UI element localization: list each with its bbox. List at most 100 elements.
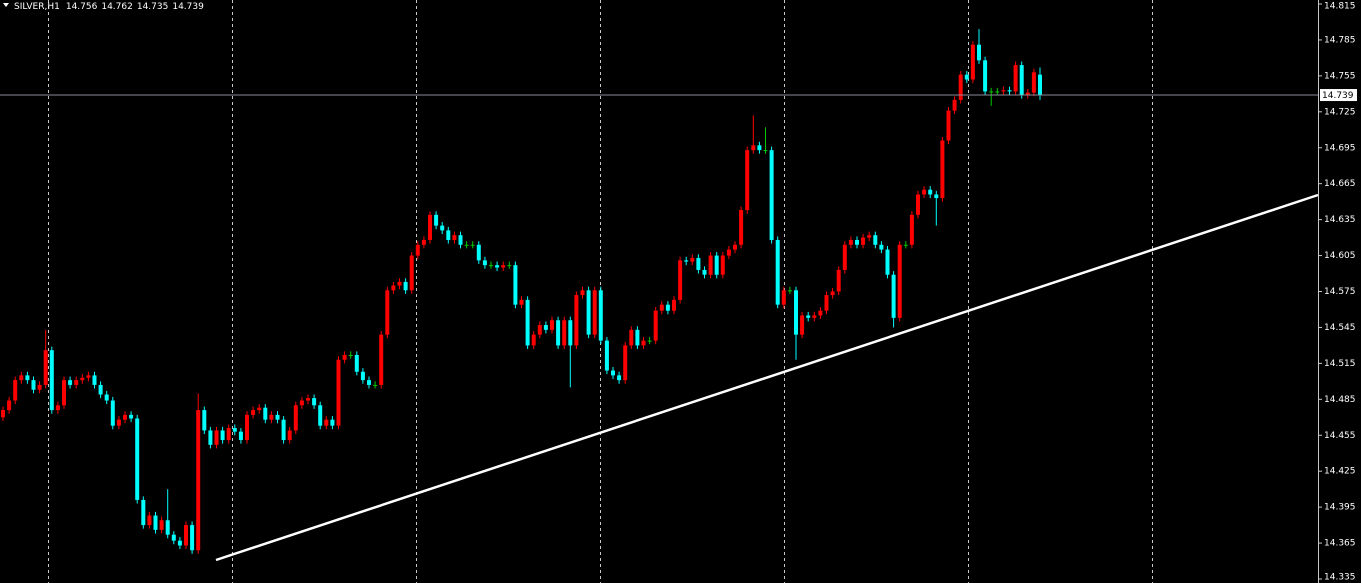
candle-body — [934, 194, 939, 199]
header-icon — [3, 3, 9, 7]
y-tick-label: 14.365 — [1324, 539, 1356, 549]
candle-body — [684, 260, 689, 262]
y-tick-label: 14.425 — [1324, 467, 1356, 477]
candle-body — [489, 265, 493, 267]
candle-body — [812, 315, 817, 318]
candle-body — [98, 384, 103, 395]
candle-body — [421, 239, 426, 245]
candle-body — [123, 414, 127, 420]
y-tick-label: 14.665 — [1324, 179, 1356, 189]
candle-body — [31, 380, 36, 390]
candle-body — [867, 235, 872, 238]
candle-body — [147, 515, 152, 526]
candle-body — [55, 405, 60, 411]
candle-body — [537, 325, 542, 335]
candle-body — [672, 299, 676, 311]
candle-body — [74, 380, 79, 385]
candle-body — [245, 414, 249, 441]
candle-body — [592, 290, 597, 335]
candle-body — [43, 350, 48, 385]
candle-body — [806, 315, 811, 318]
candle-body — [391, 285, 396, 291]
candle-body — [299, 400, 304, 406]
candle-body — [830, 291, 835, 296]
candle-body — [1019, 65, 1024, 96]
candle-body — [184, 525, 188, 546]
candle-body — [135, 418, 140, 500]
candle-body — [470, 244, 475, 246]
candle-body — [397, 281, 402, 286]
candle-body — [275, 414, 280, 420]
candle-body — [781, 290, 786, 305]
candle-body — [696, 257, 701, 270]
candle-body — [989, 91, 994, 93]
candle-body — [281, 419, 286, 441]
candle-body — [367, 380, 371, 385]
candle-body — [568, 320, 573, 346]
header: SILVER,H1 14.756 14.762 14.735 14.739 — [3, 2, 204, 12]
candle-body — [348, 354, 353, 356]
candle-body — [855, 239, 859, 245]
candle-body — [757, 145, 762, 151]
y-tick-label: 14.395 — [1324, 503, 1356, 513]
candle-body — [482, 260, 487, 266]
candle-body — [434, 214, 439, 226]
candle-body — [519, 299, 524, 305]
candle-body — [62, 380, 66, 406]
candle-body — [25, 375, 30, 381]
candle-body — [861, 237, 866, 245]
candle-body — [141, 499, 146, 526]
candle-body — [153, 515, 158, 530]
candle-body — [1, 410, 5, 418]
candle-body — [739, 210, 744, 245]
candle-body — [1031, 72, 1036, 93]
candle-body — [635, 329, 640, 346]
y-tick-label: 14.695 — [1324, 143, 1356, 153]
candle-body — [110, 400, 115, 426]
candle-body — [13, 380, 18, 401]
candle-body — [501, 265, 506, 268]
candle-body — [7, 400, 12, 411]
candle-body — [647, 340, 652, 342]
y-tick-label: 14.515 — [1324, 359, 1356, 369]
candle-body — [775, 239, 780, 305]
candle-body — [751, 145, 756, 151]
candle-body — [769, 150, 774, 240]
candle-body — [531, 334, 536, 346]
candle-body — [977, 44, 981, 61]
candle-body — [623, 345, 628, 381]
candle-body — [251, 410, 256, 415]
candle-body — [306, 398, 310, 401]
candle-body — [641, 340, 646, 346]
candle-body — [562, 320, 567, 346]
candle-body — [440, 225, 445, 231]
candle-body — [946, 110, 951, 141]
candle-body — [787, 290, 792, 292]
last-open: 14.756 — [66, 2, 98, 12]
candle-body — [263, 407, 268, 420]
candle-body — [665, 304, 670, 311]
candle-body — [958, 74, 963, 100]
candle-body — [525, 299, 530, 346]
y-tick-label: 14.755 — [1324, 71, 1356, 81]
candle-body — [409, 255, 414, 291]
candle-body — [678, 260, 683, 300]
candle-body — [312, 398, 317, 406]
last-close: 14.739 — [172, 2, 204, 12]
candle-body — [928, 189, 933, 195]
candle-body — [824, 295, 829, 311]
candle-body — [202, 410, 207, 431]
candle-body — [1025, 92, 1030, 96]
candle-body — [836, 269, 841, 292]
candle-body — [104, 394, 109, 401]
candle-body — [415, 244, 420, 256]
candle-body — [171, 534, 176, 541]
candle-body — [604, 340, 609, 371]
candle-body — [385, 290, 390, 335]
candle-body — [232, 428, 237, 432]
candle-body — [903, 244, 908, 246]
candle-body — [464, 244, 469, 246]
y-tick-label: 14.785 — [1324, 35, 1356, 45]
candle-body — [293, 405, 298, 431]
candle-body — [37, 384, 42, 390]
